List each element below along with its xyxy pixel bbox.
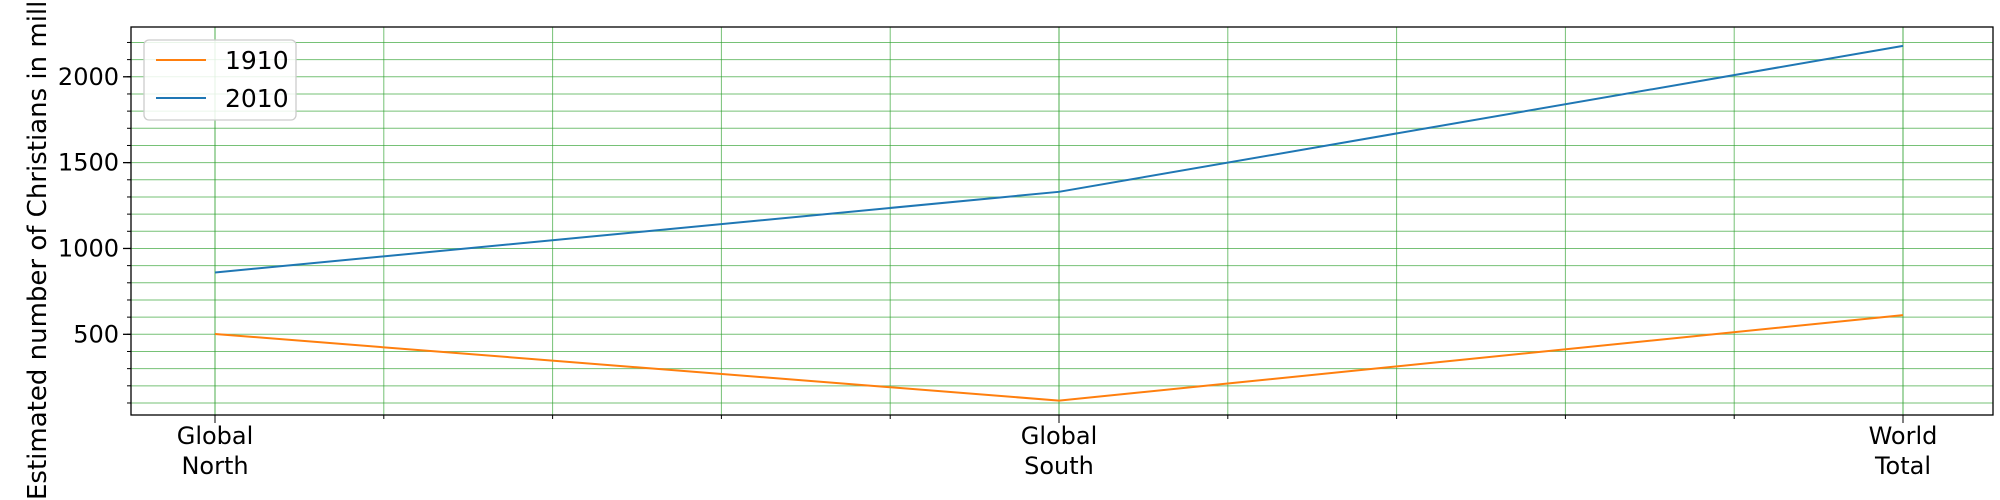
plot-area (123, 26, 1994, 423)
x-tick-label-line: South (1024, 452, 1094, 480)
y-tick-labels: 500 1000 1500 2000 (58, 63, 119, 349)
axis-ticks (123, 41, 1904, 423)
y-tick-label: 1000 (58, 234, 119, 262)
x-tick-label-line: Global (1021, 422, 1098, 450)
legend: 1910 2010 (143, 39, 297, 121)
legend-label-2010: 2010 (225, 84, 289, 113)
x-tick-label-line: World (1869, 422, 1938, 450)
plot-frame (130, 26, 1994, 416)
y-axis-label: Estimated number of Christians in millio… (23, 0, 53, 500)
x-tick-label-line: Global (177, 422, 254, 450)
series-line-1910 (214, 314, 1904, 402)
series-lines (214, 44, 1904, 402)
y-tick-label: 500 (73, 320, 119, 348)
grid-lines (131, 27, 1993, 415)
legend-items: 1910 2010 (156, 46, 289, 113)
x-tick-label: Global South (1021, 422, 1098, 480)
x-tick-label: World Total (1869, 422, 1938, 480)
x-tick-label-line: Total (1874, 452, 1931, 480)
y-tick-label: 1500 (58, 149, 119, 177)
series-line-2010 (214, 44, 1904, 274)
x-tick-label-line: North (181, 452, 248, 480)
x-tick-label: Global North (177, 422, 254, 480)
legend-label-1910: 1910 (225, 46, 289, 75)
y-tick-label: 2000 (58, 63, 119, 91)
